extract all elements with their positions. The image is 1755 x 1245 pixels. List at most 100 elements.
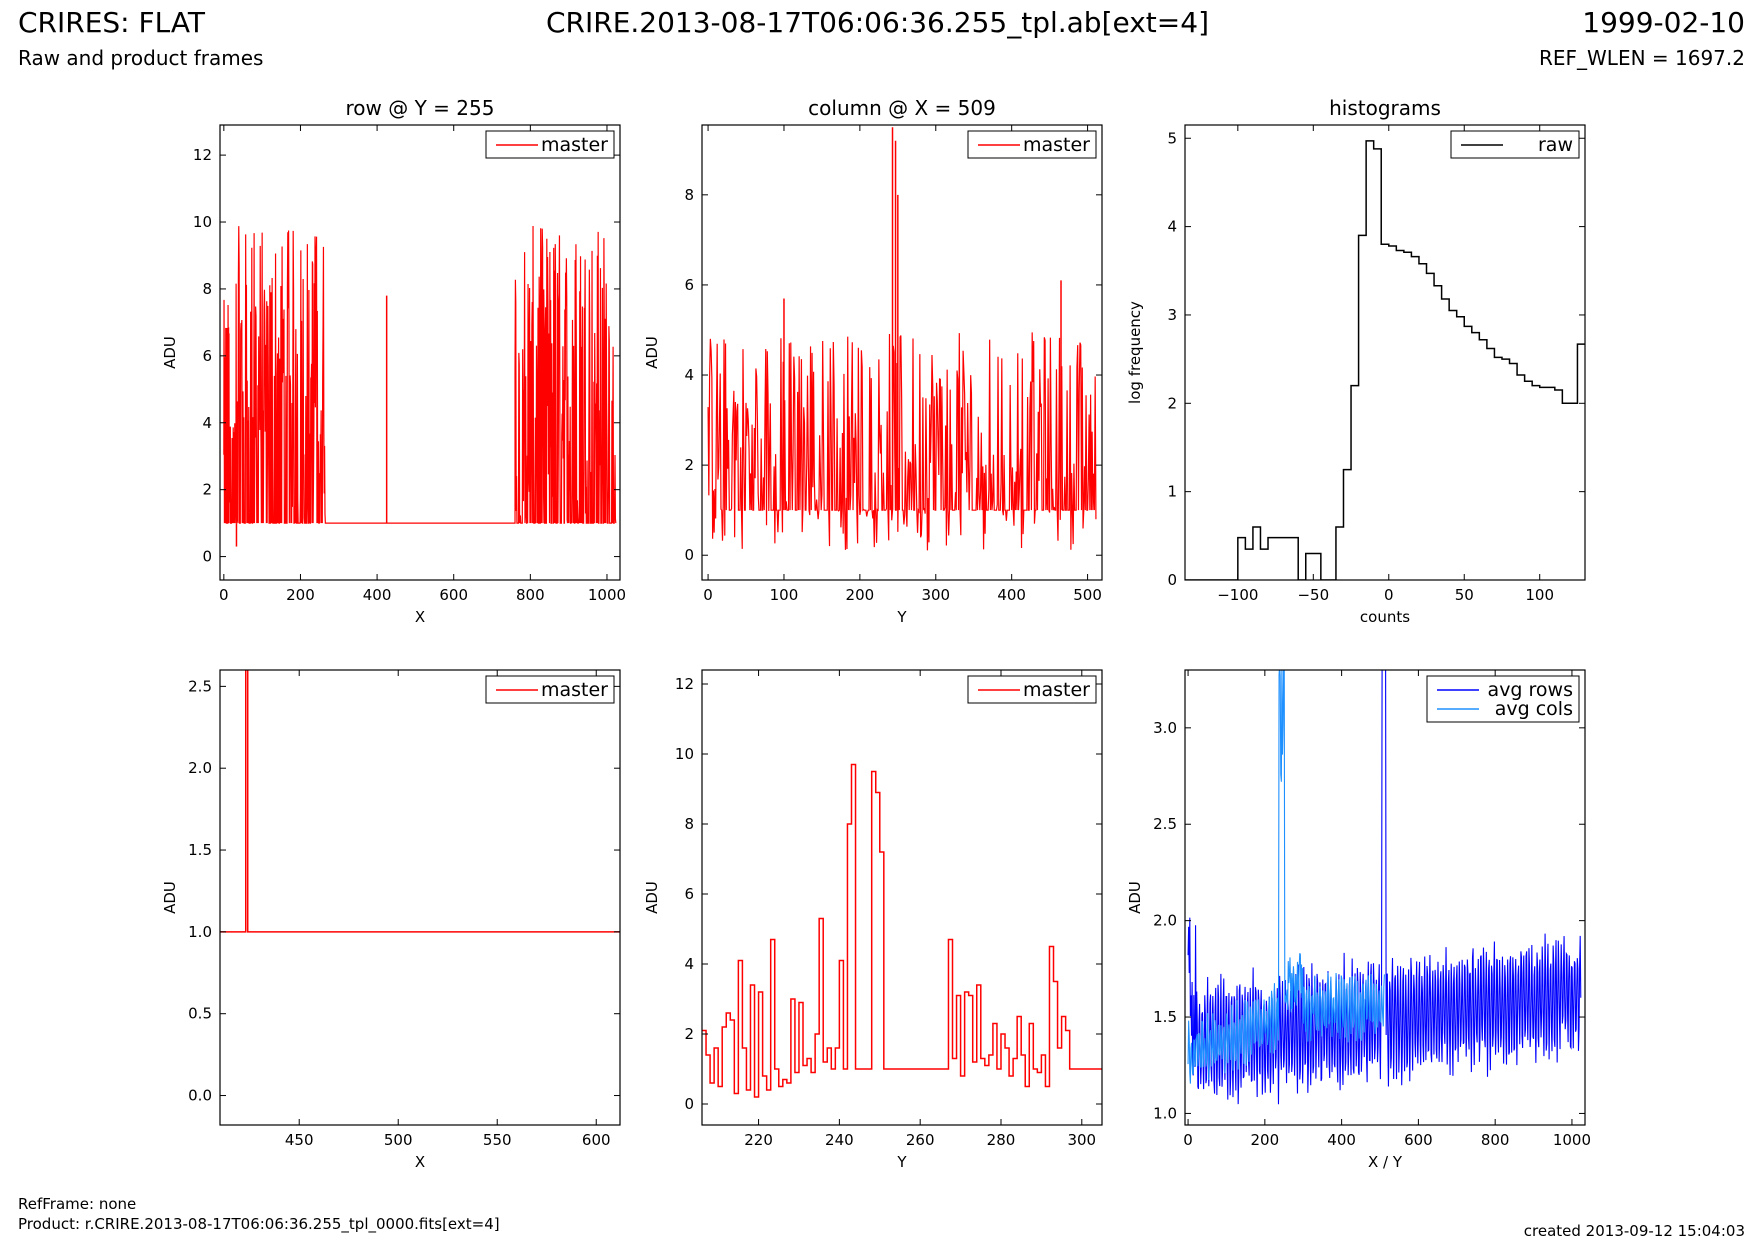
panel-avg: 0 200 400 600 800 1000 1.0 1.5 2.0 2.5 3.0 X / Y ADU… bbox=[1126, 669, 1591, 1171]
panel-col-zoom: 220 240 260 280 300 0 2 4 6 8 10 12 Y ADU master bbox=[643, 669, 1103, 1171]
y-tick-label: 3 bbox=[1167, 306, 1177, 324]
series-master bbox=[220, 670, 620, 933]
y-tick-label: 1.5 bbox=[188, 841, 212, 859]
x-tick-label: 280 bbox=[987, 1131, 1016, 1149]
y-tick-label: 3.0 bbox=[1153, 719, 1177, 737]
x-axis-label: X bbox=[415, 1153, 425, 1171]
y-axis-label: ADU bbox=[1126, 881, 1144, 914]
y-tick-label: 6 bbox=[684, 276, 694, 294]
product-label: Product: r.CRIRE.2013-08-17T06:06:36.255… bbox=[18, 1215, 500, 1233]
chart-title: column @ X = 509 bbox=[808, 96, 996, 120]
legend: master bbox=[967, 130, 1097, 159]
plot-area bbox=[1187, 670, 1582, 1105]
x-tick-label: 0 bbox=[1384, 586, 1394, 604]
y-tick-label: 0.5 bbox=[188, 1005, 212, 1023]
plot-frame bbox=[1184, 124, 1586, 581]
y-tick-label: 6 bbox=[202, 347, 212, 365]
plot-area bbox=[702, 763, 1102, 1098]
x-axis-label: Y bbox=[896, 608, 907, 626]
series-master bbox=[707, 332, 1097, 551]
date-label: 1999-02-10 bbox=[1582, 6, 1745, 39]
x-tick-label: 100 bbox=[770, 586, 799, 604]
x-axis-label: X / Y bbox=[1368, 1153, 1403, 1171]
x-tick-label: 300 bbox=[1067, 1131, 1096, 1149]
y-tick-label: 1.0 bbox=[188, 923, 212, 941]
plot-area bbox=[707, 127, 1097, 551]
plot-frame bbox=[1184, 669, 1586, 1126]
y-tick-label: 1.5 bbox=[1153, 1008, 1177, 1026]
legend: master bbox=[485, 675, 615, 704]
y-tick-label: 0 bbox=[1167, 571, 1177, 589]
x-tick-label: 0 bbox=[1183, 1131, 1193, 1149]
x-tick-label: 800 bbox=[516, 586, 545, 604]
y-tick-label: 0 bbox=[684, 1095, 694, 1113]
x-tick-label: 500 bbox=[1073, 586, 1102, 604]
x-axis-label: X bbox=[415, 608, 425, 626]
x-tick-label: 600 bbox=[582, 1131, 611, 1149]
x-tick-label: 200 bbox=[1251, 1131, 1280, 1149]
x-tick-label: 550 bbox=[483, 1131, 512, 1149]
plot-frame bbox=[219, 669, 621, 1126]
y-tick-label: 10 bbox=[193, 213, 212, 231]
x-tick-label: 400 bbox=[363, 586, 392, 604]
y-tick-label: 2.0 bbox=[1153, 912, 1177, 930]
y-tick-label: 2.5 bbox=[188, 677, 212, 695]
x-tick-label: 50 bbox=[1455, 586, 1474, 604]
x-tick-label: 450 bbox=[285, 1131, 314, 1149]
x-tick-label: 600 bbox=[1404, 1131, 1433, 1149]
page-subtitle: Raw and product frames bbox=[18, 46, 264, 70]
x-tick-label: 400 bbox=[997, 586, 1026, 604]
x-tick-label: 220 bbox=[744, 1131, 773, 1149]
series-avg-cols bbox=[1187, 670, 1385, 1084]
chart-title: row @ Y = 255 bbox=[346, 96, 495, 120]
y-tick-label: 8 bbox=[202, 280, 212, 298]
y-tick-label: 4 bbox=[202, 414, 212, 432]
y-tick-label: 0 bbox=[684, 546, 694, 564]
x-tick-label: 200 bbox=[846, 586, 875, 604]
y-tick-label: 10 bbox=[675, 745, 694, 763]
legend-label: master bbox=[541, 679, 608, 701]
y-tick-label: 0 bbox=[202, 548, 212, 566]
y-tick-label: 12 bbox=[193, 146, 212, 164]
y-tick-label: 2 bbox=[684, 456, 694, 474]
y-tick-label: 5 bbox=[1167, 129, 1177, 147]
plot-area bbox=[220, 670, 620, 933]
y-axis-label: ADU bbox=[161, 881, 179, 914]
y-tick-label: 4 bbox=[684, 955, 694, 973]
x-tick-label: 300 bbox=[921, 586, 950, 604]
legend: master bbox=[967, 675, 1097, 704]
y-axis-label: log frequency bbox=[1126, 301, 1144, 404]
y-tick-label: 6 bbox=[684, 885, 694, 903]
x-tick-label: 240 bbox=[825, 1131, 854, 1149]
legend-label: master bbox=[1023, 679, 1090, 701]
y-tick-label: 8 bbox=[684, 186, 694, 204]
y-tick-label: 8 bbox=[684, 815, 694, 833]
x-tick-label: 200 bbox=[286, 586, 315, 604]
legend-label: master bbox=[541, 134, 608, 156]
legend-label: avg rows bbox=[1488, 679, 1573, 701]
panel-hist: −100 −50 0 50 100 0 1 2 3 4 5 histograms counts log f… bbox=[1126, 96, 1586, 626]
panel-col-top: 0 100 200 300 400 500 0 2 4 6 8 column @ X = 509 Y AD… bbox=[643, 96, 1103, 626]
plot-frame bbox=[219, 124, 621, 581]
y-tick-label: 2.0 bbox=[188, 759, 212, 777]
y-tick-label: 1 bbox=[1167, 483, 1177, 501]
chart-title: histograms bbox=[1329, 96, 1441, 120]
x-axis-label: Y bbox=[896, 1153, 907, 1171]
legend: master bbox=[485, 130, 615, 159]
x-tick-label: 1000 bbox=[1553, 1131, 1591, 1149]
legend-label: raw bbox=[1538, 134, 1573, 156]
series-master bbox=[702, 763, 1102, 1098]
legend-box bbox=[1426, 675, 1580, 723]
x-tick-label: 400 bbox=[1327, 1131, 1356, 1149]
file-title: CRIRE.2013-08-17T06:06:36.255_tpl.ab[ext… bbox=[545, 6, 1209, 39]
x-tick-label: 800 bbox=[1481, 1131, 1510, 1149]
legend: raw bbox=[1450, 130, 1580, 159]
y-axis-label: ADU bbox=[643, 881, 661, 914]
y-tick-label: 4 bbox=[684, 366, 694, 384]
x-tick-label: 0 bbox=[703, 586, 713, 604]
x-tick-label: 0 bbox=[219, 586, 229, 604]
y-axis-label: ADU bbox=[643, 336, 661, 369]
x-axis-label: counts bbox=[1360, 608, 1410, 626]
